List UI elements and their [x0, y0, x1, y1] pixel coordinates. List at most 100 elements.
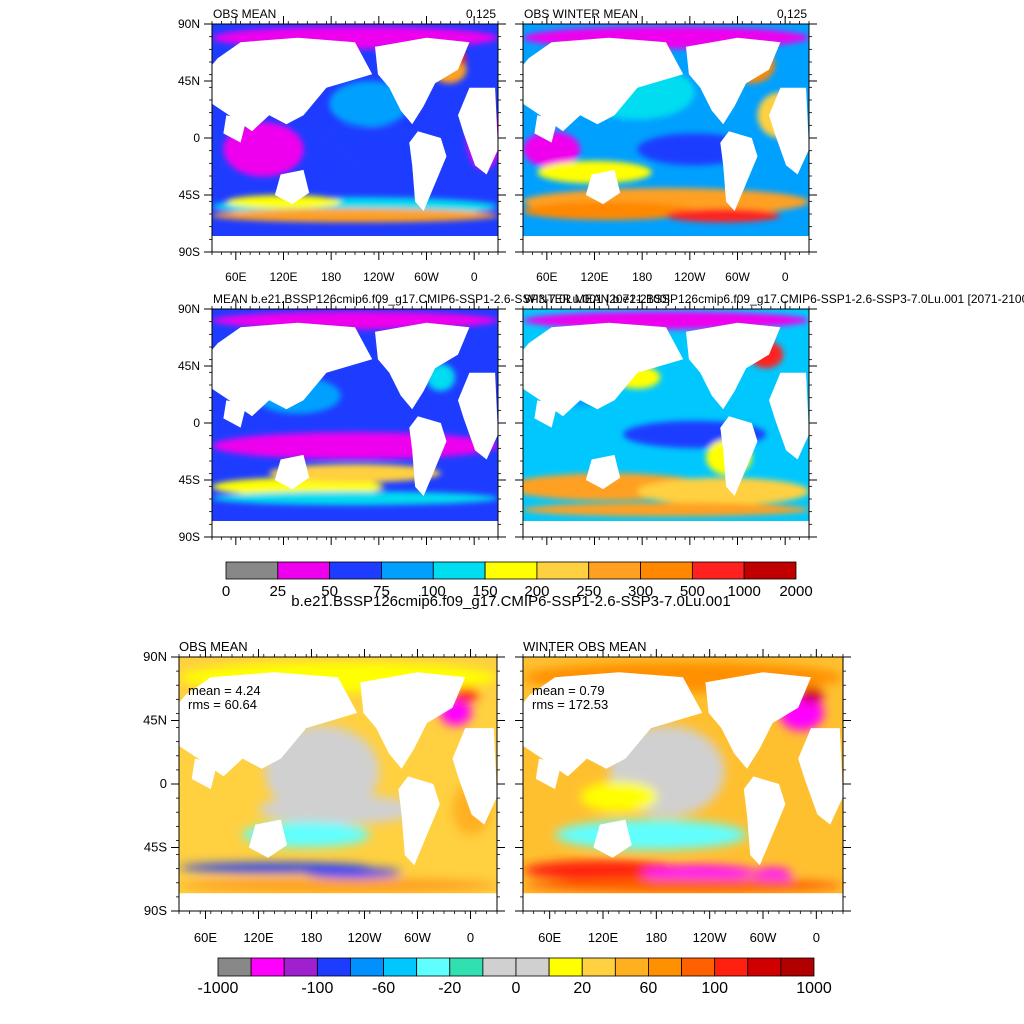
colorbar-box: [329, 561, 382, 580]
field-blob: [523, 502, 809, 517]
x-tick-label: 0: [471, 270, 478, 284]
land-mask: [585, 169, 621, 205]
colorbar-box: [581, 957, 616, 977]
panel-title: OBS WINTER MEAN: [524, 7, 638, 21]
x-tick-label: 60E: [538, 930, 561, 945]
panel-title: OBS MEAN: [213, 7, 276, 21]
land-mask: [769, 87, 809, 175]
x-tick-label: 120E: [269, 270, 297, 284]
field-blob: [555, 819, 747, 851]
x-tick-label: 60W: [404, 930, 431, 945]
y-tick-label: 0: [193, 131, 200, 145]
field-blob: [258, 794, 418, 825]
field-blob: [212, 491, 498, 506]
land-mask: [212, 322, 373, 417]
colorbar-label: 25: [269, 583, 286, 600]
panel-title: OBS MEAN: [179, 639, 248, 654]
land-mask: [274, 454, 310, 490]
x-tick-label: 180: [301, 930, 323, 945]
x-tick-label: 60W: [725, 270, 750, 284]
field-blob: [329, 81, 410, 127]
y-tick-label: 45S: [179, 473, 200, 487]
colorbar-label: 200: [524, 583, 549, 600]
field-blob: [317, 126, 364, 150]
field-blob: [637, 477, 809, 506]
y-tick-label: 45S: [179, 188, 200, 202]
field-blob: [523, 877, 843, 894]
x-tick-label: 180: [632, 270, 652, 284]
colorbar-top-title: b.e21.BSSP126cmip6.f09_g17.CMIP6-SSP1-2.…: [291, 593, 730, 610]
land-mask: [585, 454, 621, 490]
field-layer: [523, 657, 843, 911]
map-panel-4: WINTER MEAN b.e21.BSSP126cmip6.f09_g17.C…: [515, 292, 1024, 545]
land-mask: [212, 37, 373, 132]
field-blob: [523, 860, 683, 881]
field-blob: [269, 464, 441, 483]
field-blob: [666, 208, 781, 223]
colorbar-label: 1000: [796, 980, 832, 997]
colorbar-box: [548, 957, 583, 977]
colorbar-box: [316, 957, 351, 977]
colorbar-label: 0: [512, 980, 521, 997]
map-panel-3: MEAN b.e21.BSSP126cmip6.f09_g17.CMIP6-SS…: [178, 292, 670, 545]
map-panel-6: WINTER OBS MEAN 60E 120E 180 120W 60W 0 mean = …: [515, 639, 851, 945]
colorbar-bottom: -1000 -100 -60 -20 0 20 60 100 1000: [198, 957, 832, 997]
colorbar-box: [482, 957, 517, 977]
land-mask: [743, 776, 786, 866]
land-mask: [720, 131, 758, 211]
colorbar-label: 300: [628, 583, 653, 600]
colorbar-label: -100: [301, 980, 333, 997]
colorbar-box: [217, 957, 252, 977]
x-tick-label: 180: [321, 270, 341, 284]
colorbar-box: [250, 957, 285, 977]
x-tick-label: 60W: [414, 270, 439, 284]
x-tick-label: 120E: [243, 930, 274, 945]
colorbar-box: [225, 561, 279, 580]
land-mask: [535, 758, 562, 790]
y-tick-label: 90S: [179, 530, 200, 544]
panel-right-label: 0.125: [777, 7, 807, 21]
field-blob: [523, 131, 581, 168]
field-layer: [523, 309, 809, 537]
field-blob: [264, 725, 380, 818]
map-panel-1: OBS MEAN 0.125 90N 45N 0 45S 90S 60E 120E 180 120W…: [178, 7, 506, 284]
y-tick-label: 90N: [178, 302, 200, 316]
stats-text: mean = 4.24: [188, 683, 261, 698]
land-mask: [409, 131, 447, 211]
y-tick-label: 90S: [179, 245, 200, 259]
land-mask: [720, 416, 758, 496]
x-tick-label: 120W: [693, 930, 728, 945]
colorbar-label: 150: [473, 583, 498, 600]
land-mask: [798, 728, 843, 825]
colorbar-box: [614, 957, 649, 977]
land-mask: [523, 236, 809, 252]
colorbar-box: [484, 561, 538, 580]
land-mask: [223, 115, 247, 143]
panel-title: WINTER MEAN b.e21.BSSP126cmip6.f09_g17.C…: [524, 292, 1024, 306]
colorbar-box: [648, 957, 682, 977]
colorbar-label: -20: [438, 980, 461, 997]
land-mask: [249, 819, 288, 858]
field-blob: [580, 781, 658, 812]
colorbar-label: 0: [222, 583, 230, 600]
colorbar-box: [640, 561, 693, 580]
land-mask: [523, 521, 809, 537]
colorbar-box: [714, 957, 749, 977]
land-mask: [593, 819, 632, 858]
land-mask: [523, 322, 684, 417]
colorbar-box: [780, 957, 815, 977]
x-tick-label: 0: [782, 270, 789, 284]
colorbar-label: 1000: [727, 583, 760, 600]
x-tick-label: 60E: [536, 270, 557, 284]
field-blob: [223, 122, 304, 177]
land-mask: [686, 37, 781, 125]
colorbar-box: [515, 957, 550, 977]
x-tick-label: 60E: [194, 930, 217, 945]
colorbar-box: [691, 561, 745, 580]
land-mask: [398, 776, 440, 866]
x-tick-label: 0: [813, 930, 820, 945]
land-mask: [686, 322, 781, 410]
y-tick-label: 90N: [178, 17, 200, 31]
colorbar-label: -60: [372, 980, 395, 997]
